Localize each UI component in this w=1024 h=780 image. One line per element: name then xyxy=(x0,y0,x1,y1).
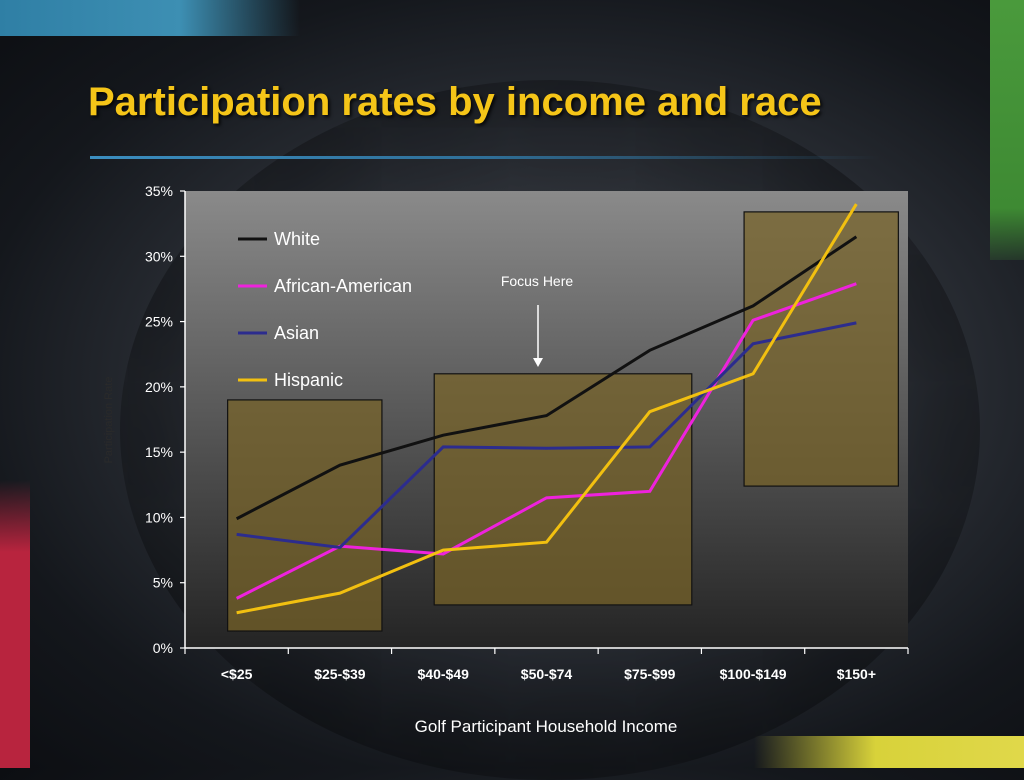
highlight-box-1 xyxy=(227,399,383,632)
y-tick-label: 5% xyxy=(153,575,173,591)
legend-label-asian: Asian xyxy=(274,323,319,343)
x-tick-label: $75-$99 xyxy=(624,666,676,682)
highlight-box-2 xyxy=(433,373,693,606)
series-line-hispanic xyxy=(236,203,858,615)
focus-arrow-head xyxy=(533,358,543,367)
x-tick-label: $25-$39 xyxy=(314,666,366,682)
series-line-asian xyxy=(236,321,857,550)
y-tick-label: 10% xyxy=(145,509,173,525)
series-line-white xyxy=(235,235,858,521)
x-tick-label: $40-$49 xyxy=(418,666,470,682)
y-tick-label: 35% xyxy=(145,183,173,199)
focus-annotation: Focus Here xyxy=(501,273,574,289)
y-tick-label: 30% xyxy=(145,248,173,264)
title-underline xyxy=(90,156,880,159)
x-tick-label: $150+ xyxy=(837,666,876,682)
y-axis-label: Participation Rate xyxy=(103,377,115,464)
accent-bar-red xyxy=(0,480,30,768)
y-tick-label: 15% xyxy=(145,444,173,460)
accent-bar-top xyxy=(0,0,300,36)
legend-label-hispanic: Hispanic xyxy=(274,370,343,390)
y-tick-label: 25% xyxy=(145,314,173,330)
x-tick-label: <$25 xyxy=(221,666,253,682)
accent-bar-green xyxy=(990,0,1024,260)
legend-label-african-american: African-American xyxy=(274,276,412,296)
x-tick-label: $100-$149 xyxy=(720,666,787,682)
accent-bar-yellow xyxy=(754,736,1024,768)
y-tick-label: 0% xyxy=(153,640,173,656)
x-tick-label: $50-$74 xyxy=(521,666,573,682)
y-tick-label: 20% xyxy=(145,379,173,395)
legend-label-white: White xyxy=(274,229,320,249)
x-axis-label: Golf Participant Household Income xyxy=(415,717,678,736)
slide-title: Participation rates by income and race xyxy=(88,80,822,124)
